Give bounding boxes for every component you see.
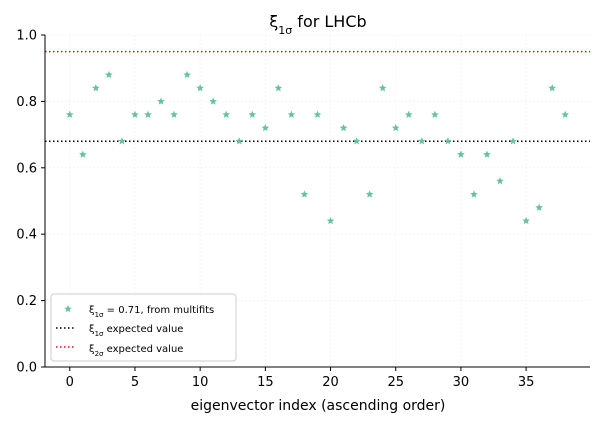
data-point bbox=[170, 110, 178, 118]
data-point bbox=[287, 110, 296, 118]
data-point bbox=[339, 123, 348, 132]
data-point bbox=[391, 123, 400, 132]
data-point bbox=[313, 110, 322, 118]
x-tick-label: 35 bbox=[518, 375, 535, 390]
legend: ξ1σ = 0.71, from multifits ξ1σ expected … bbox=[50, 293, 237, 362]
data-point bbox=[548, 84, 556, 92]
y-tick-label: 0.2 bbox=[16, 294, 37, 309]
data-point bbox=[457, 150, 465, 158]
x-tick-label: 5 bbox=[131, 375, 139, 390]
data-point bbox=[431, 110, 439, 118]
x-tick-label: 15 bbox=[257, 375, 274, 390]
x-tick-label: 0 bbox=[66, 375, 74, 390]
data-point bbox=[248, 110, 257, 118]
data-point bbox=[222, 110, 231, 118]
y-tick-label: 1.0 bbox=[16, 29, 37, 44]
data-point bbox=[509, 137, 517, 145]
data-point bbox=[157, 97, 165, 105]
data-point bbox=[300, 190, 309, 198]
data-point bbox=[535, 203, 543, 211]
data-point bbox=[404, 110, 413, 118]
y-tick-label: 0.0 bbox=[16, 361, 37, 376]
x-tick-label: 30 bbox=[453, 375, 470, 390]
data-point bbox=[92, 84, 100, 92]
legend-box bbox=[50, 293, 237, 362]
data-point bbox=[470, 190, 478, 198]
data-point bbox=[352, 137, 361, 145]
y-tick-label: 0.6 bbox=[16, 161, 37, 176]
legend-entry-series: ξ1σ = 0.71, from multifits bbox=[89, 305, 214, 319]
data-point bbox=[209, 97, 217, 105]
data-point bbox=[105, 70, 113, 79]
x-axis-label: eigenvector index (ascending order) bbox=[191, 398, 446, 414]
data-point bbox=[131, 110, 139, 118]
data-point bbox=[183, 70, 191, 79]
data-point bbox=[522, 216, 530, 225]
reference-lines bbox=[45, 50, 590, 142]
y-tick-label: 0.4 bbox=[16, 228, 37, 243]
data-point bbox=[118, 137, 126, 145]
data-point bbox=[144, 110, 152, 118]
legend-marker-star-icon bbox=[64, 305, 72, 313]
y-ticks: 0.0 0.2 0.4 0.6 0.8 1.0 bbox=[16, 29, 45, 376]
x-tick-label: 10 bbox=[192, 375, 209, 390]
data-point bbox=[79, 150, 87, 158]
y-tick-label: 0.8 bbox=[16, 95, 37, 110]
data-point bbox=[444, 137, 452, 145]
legend-entry-xi2: ξ2σ expected value bbox=[89, 344, 183, 358]
data-point bbox=[261, 123, 270, 132]
data-point bbox=[365, 190, 374, 198]
data-point bbox=[274, 84, 283, 92]
x-tick-label: 20 bbox=[322, 375, 339, 390]
legend-entry-xi1: ξ1σ expected value bbox=[89, 324, 183, 338]
data-point bbox=[235, 137, 244, 145]
data-point bbox=[326, 216, 335, 225]
data-point bbox=[378, 84, 387, 92]
data-point bbox=[483, 150, 491, 158]
x-ticks: 0 5 10 15 20 25 30 35 bbox=[66, 367, 535, 390]
x-tick-label: 25 bbox=[387, 375, 404, 390]
chart-title: ξ1σ for LHCb bbox=[269, 12, 366, 37]
data-point bbox=[65, 110, 74, 118]
data-points bbox=[65, 70, 570, 225]
data-point bbox=[496, 177, 504, 185]
data-point bbox=[418, 137, 426, 145]
data-point bbox=[561, 110, 570, 118]
data-point bbox=[196, 84, 204, 92]
